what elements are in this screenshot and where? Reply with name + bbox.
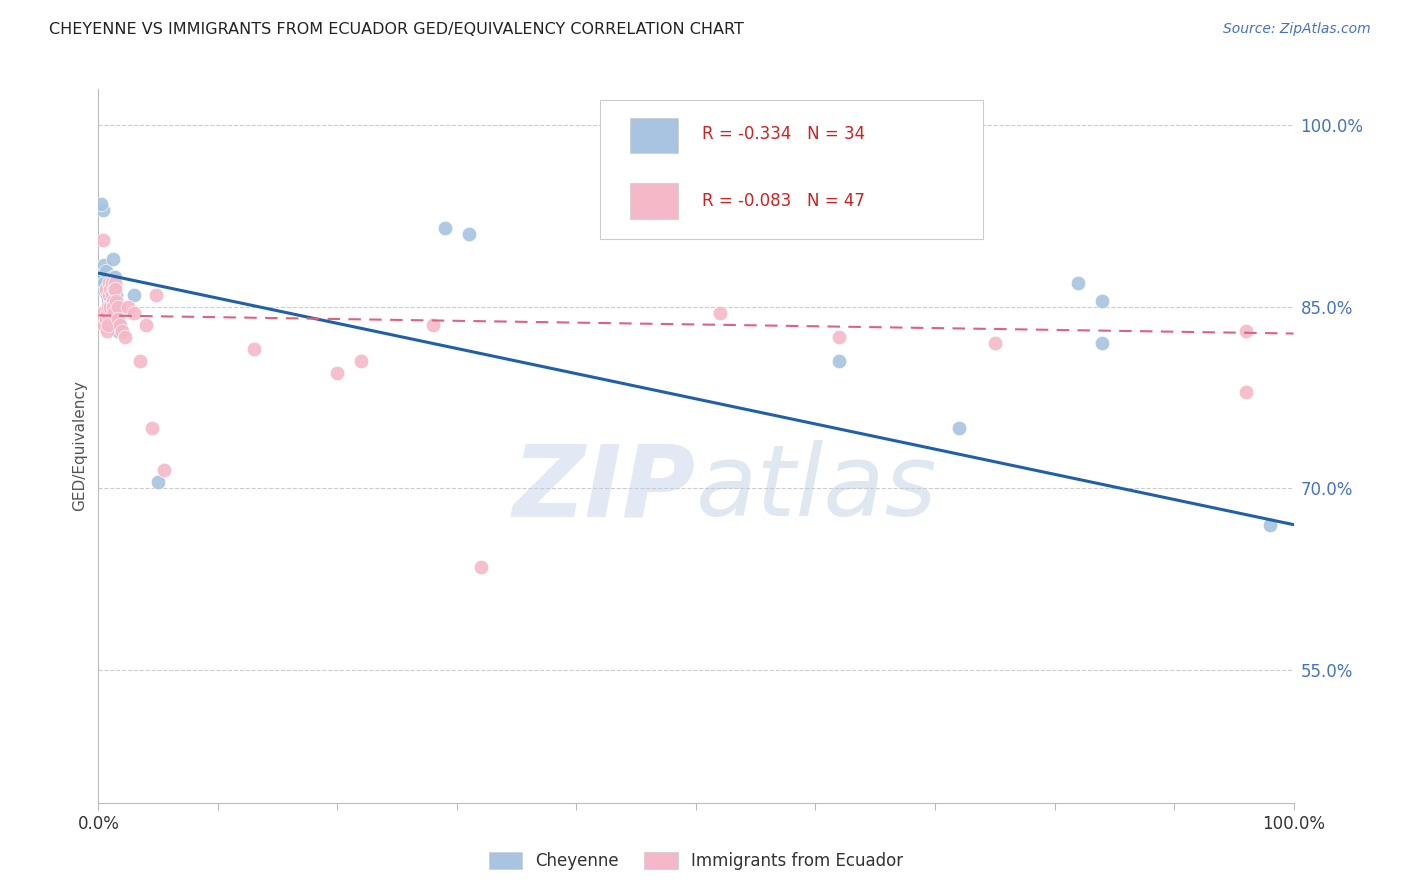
Point [90,306,112,320]
Point [828,330,851,344]
Point [107,300,129,314]
Point [98,293,122,308]
Point [97,318,120,332]
FancyBboxPatch shape [600,100,983,239]
Point [1234,384,1257,399]
Point [350,354,373,368]
Point [1234,324,1257,338]
Point [96,306,118,320]
Text: ZIP: ZIP [513,441,696,537]
Text: CHEYENNE VS IMMIGRANTS FROM ECUADOR GED/EQUIVALENCY CORRELATION CHART: CHEYENNE VS IMMIGRANTS FROM ECUADOR GED/… [49,22,744,37]
Text: Source: ZipAtlas.com: Source: ZipAtlas.com [1223,22,1371,37]
Point [1067,276,1090,290]
Point [129,354,152,368]
Point [148,475,170,490]
Point [101,293,124,308]
Point [124,288,146,302]
Point [104,269,127,284]
Text: atlas: atlas [696,441,938,537]
Point [103,293,125,308]
Point [104,276,127,290]
Point [470,560,492,574]
Point [100,276,122,290]
Text: R = -0.083   N = 47: R = -0.083 N = 47 [702,193,865,211]
Point [422,318,444,332]
Point [141,421,163,435]
Point [98,282,122,296]
Point [100,276,122,290]
Point [96,288,118,302]
Point [98,282,121,296]
FancyBboxPatch shape [630,184,678,219]
Point [1091,293,1114,308]
Point [91,312,114,326]
Point [94,282,117,296]
Point [105,288,128,302]
Point [97,306,120,320]
Point [114,330,136,344]
Point [91,282,114,296]
Point [107,324,129,338]
Point [105,293,128,308]
FancyBboxPatch shape [630,118,678,153]
Point [90,197,112,211]
Point [93,258,115,272]
Point [96,324,118,338]
Point [91,269,114,284]
Y-axis label: GED/Equivalency: GED/Equivalency [72,381,87,511]
Point [91,233,114,247]
Point [433,221,456,235]
Point [458,227,481,242]
Point [1258,517,1281,532]
Point [101,269,124,284]
Point [326,367,349,381]
Point [97,300,120,314]
Point [101,300,124,314]
Point [98,300,122,314]
Point [104,282,127,296]
Point [91,306,114,320]
Legend: Cheyenne, Immigrants from Ecuador: Cheyenne, Immigrants from Ecuador [482,845,910,877]
Point [103,288,125,302]
Point [94,263,117,277]
Point [948,421,970,435]
Point [984,336,1007,351]
Point [117,300,139,314]
Point [145,288,167,302]
Point [124,306,146,320]
Point [100,288,122,302]
Point [97,300,120,314]
Point [111,324,134,338]
Point [828,354,851,368]
Point [1091,336,1114,351]
Point [93,276,115,290]
Point [94,282,117,296]
Point [243,343,266,357]
Point [94,312,117,326]
Point [153,463,176,477]
Point [98,288,121,302]
Text: R = -0.334   N = 34: R = -0.334 N = 34 [702,125,865,143]
Point [91,203,114,218]
Point [108,318,131,332]
Point [105,318,128,332]
Point [709,306,731,320]
Point [135,318,157,332]
Point [107,312,129,326]
Point [103,282,125,296]
Point [93,312,115,326]
Point [93,318,115,332]
Point [101,252,124,266]
Point [98,276,121,290]
Point [104,312,127,326]
Point [103,306,125,320]
Point [97,293,120,308]
